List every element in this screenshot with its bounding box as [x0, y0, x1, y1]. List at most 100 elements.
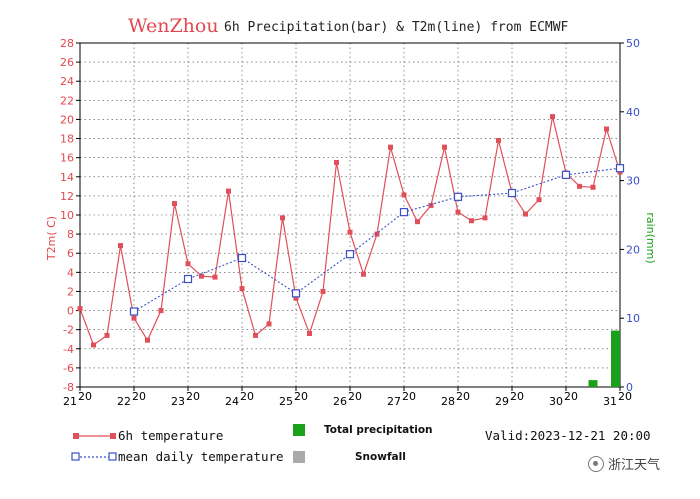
series-6h-temperature-point	[199, 273, 204, 279]
x-tick-label: 21	[63, 395, 77, 408]
series-6h-temperature-point	[185, 261, 191, 267]
y2-tick-label: 20	[626, 243, 640, 256]
series-6h-temperature-point	[374, 231, 380, 237]
series-6h-temperature-point	[388, 144, 393, 150]
x-tick-hour: 20	[240, 390, 254, 403]
x-tick-label: 29	[495, 395, 509, 408]
y-tick-label: 10	[60, 209, 74, 222]
x-tick-hour: 20	[132, 390, 146, 403]
x-tick-hour: 20	[78, 390, 92, 403]
series-6h-temperature-point	[212, 274, 218, 280]
x-tick-label: 24	[225, 395, 239, 408]
y-tick-label: 28	[60, 37, 74, 50]
series-mean-temperature-point	[291, 289, 301, 298]
series-6h-temperature-point	[455, 209, 461, 215]
y-tick-label: 2	[67, 285, 74, 298]
y2-axis-label: rain(mm)	[644, 212, 657, 263]
series-6h-temperature-point	[266, 321, 272, 327]
x-axis: 21 20 22 20 23 20 24 20 25 20 26 20 27 20 28 20 29 20 30 20…	[63, 387, 632, 408]
x-tick-label: 30	[549, 395, 563, 408]
series-6h-temperature-point	[131, 315, 137, 321]
series-6h-temperature-point	[496, 137, 501, 143]
legend-precip-label: Total precipitation	[324, 424, 433, 436]
y-tick-label: -4	[63, 343, 74, 356]
x-tick-hour: 20	[402, 390, 416, 403]
legend-mean-marker-left	[71, 452, 80, 461]
legend-snow-swatch	[293, 451, 305, 463]
series-6h-temperature-point	[145, 337, 150, 343]
series-6h-temperature-point	[482, 215, 488, 221]
series-6h-temperature-point	[118, 243, 123, 249]
chart-title-rest: 6h Precipitation(bar) & T2m(line) from E…	[224, 20, 569, 35]
x-tick-label: 23	[171, 395, 185, 408]
series-6h-temperature-point	[280, 215, 285, 221]
y2-tick-label: 30	[626, 175, 640, 188]
y-tick-label: 18	[60, 133, 74, 146]
series-mean-temperature-point	[345, 250, 355, 259]
series-6h-temperature-point	[415, 219, 420, 225]
series-mean-temperature-point	[453, 192, 463, 201]
grid	[80, 43, 620, 387]
series-6h-temperature-point	[307, 330, 312, 336]
y2-tick-label: 0	[626, 381, 633, 394]
y-tick-label: -6	[63, 362, 74, 375]
series-mean-temperature-line	[133, 167, 621, 312]
series-6h-temperature-point	[91, 342, 96, 348]
x-tick-label: 31	[603, 395, 617, 408]
legend-snow-label: Snowfall	[355, 451, 406, 463]
series-6h-temperature-point	[77, 306, 83, 312]
legend: 6h temperature mean daily temperature To…	[71, 424, 651, 464]
series-6h-temperature-point	[401, 192, 407, 198]
y-tick-label: 24	[60, 75, 74, 88]
y-tick-label: 6	[67, 247, 74, 260]
y2-tick-label: 10	[626, 312, 640, 325]
series-6h-temperature-point	[523, 211, 528, 217]
y-tick-label: 8	[67, 228, 74, 241]
x-tick-label: 25	[279, 395, 293, 408]
series-6h-temperature-point	[347, 229, 353, 235]
legend-temp6h-marker-right	[110, 433, 116, 439]
legend-precip-swatch	[293, 424, 305, 436]
y-axis-right: 0 10 20 30 40 50	[620, 37, 640, 394]
series-6h-temperature-point	[293, 295, 299, 301]
chart-title-city: WenZhou	[128, 15, 219, 37]
y-tick-label: 22	[60, 94, 74, 107]
series-mean-temperature-point	[237, 253, 247, 263]
series-mean-temperature-point	[507, 188, 517, 198]
series-mean-temperature-point	[615, 164, 625, 173]
y2-tick-label: 40	[626, 106, 640, 119]
valid-time: Valid:2023-12-21 20:00	[485, 428, 651, 443]
series-6h-temperature-point	[226, 188, 231, 194]
series-6h-temperature-point	[253, 332, 258, 338]
series-mean-temperature-point	[399, 208, 409, 217]
legend-temp6h-marker-left	[73, 433, 79, 439]
y2-tick-label: 50	[626, 37, 640, 50]
y-tick-label: 14	[60, 171, 74, 184]
y-tick-label: 26	[60, 56, 74, 69]
legend-mean-marker-right	[108, 452, 117, 461]
series-6h-temperature-point	[469, 218, 474, 224]
x-tick-label: 22	[117, 395, 131, 408]
series-6h-temperature-point	[577, 183, 582, 189]
y-tick-label: 16	[60, 152, 74, 165]
x-tick-hour: 20	[186, 390, 200, 403]
series-6h-temperature-point	[334, 159, 339, 165]
series-mean-temperature-point	[183, 274, 193, 284]
series-6h-temperature-point	[604, 126, 609, 132]
y-tick-label: 0	[67, 305, 74, 318]
x-tick-hour: 20	[294, 390, 308, 403]
watermark-text: 浙江天气	[608, 458, 661, 473]
x-tick-hour: 20	[510, 390, 524, 403]
x-tick-hour: 20	[348, 390, 362, 403]
x-tick-label: 27	[387, 395, 401, 408]
series-6h-temperature-point	[442, 144, 447, 150]
x-tick-label: 26	[333, 395, 347, 408]
series-6h-temperature-point	[361, 271, 366, 277]
series-6h-temperature-point	[239, 286, 245, 292]
legend-temp6h-label: 6h temperature	[118, 428, 223, 443]
y-tick-label: 4	[67, 266, 74, 279]
wechat-icon	[588, 455, 604, 472]
series-layer	[77, 114, 625, 348]
